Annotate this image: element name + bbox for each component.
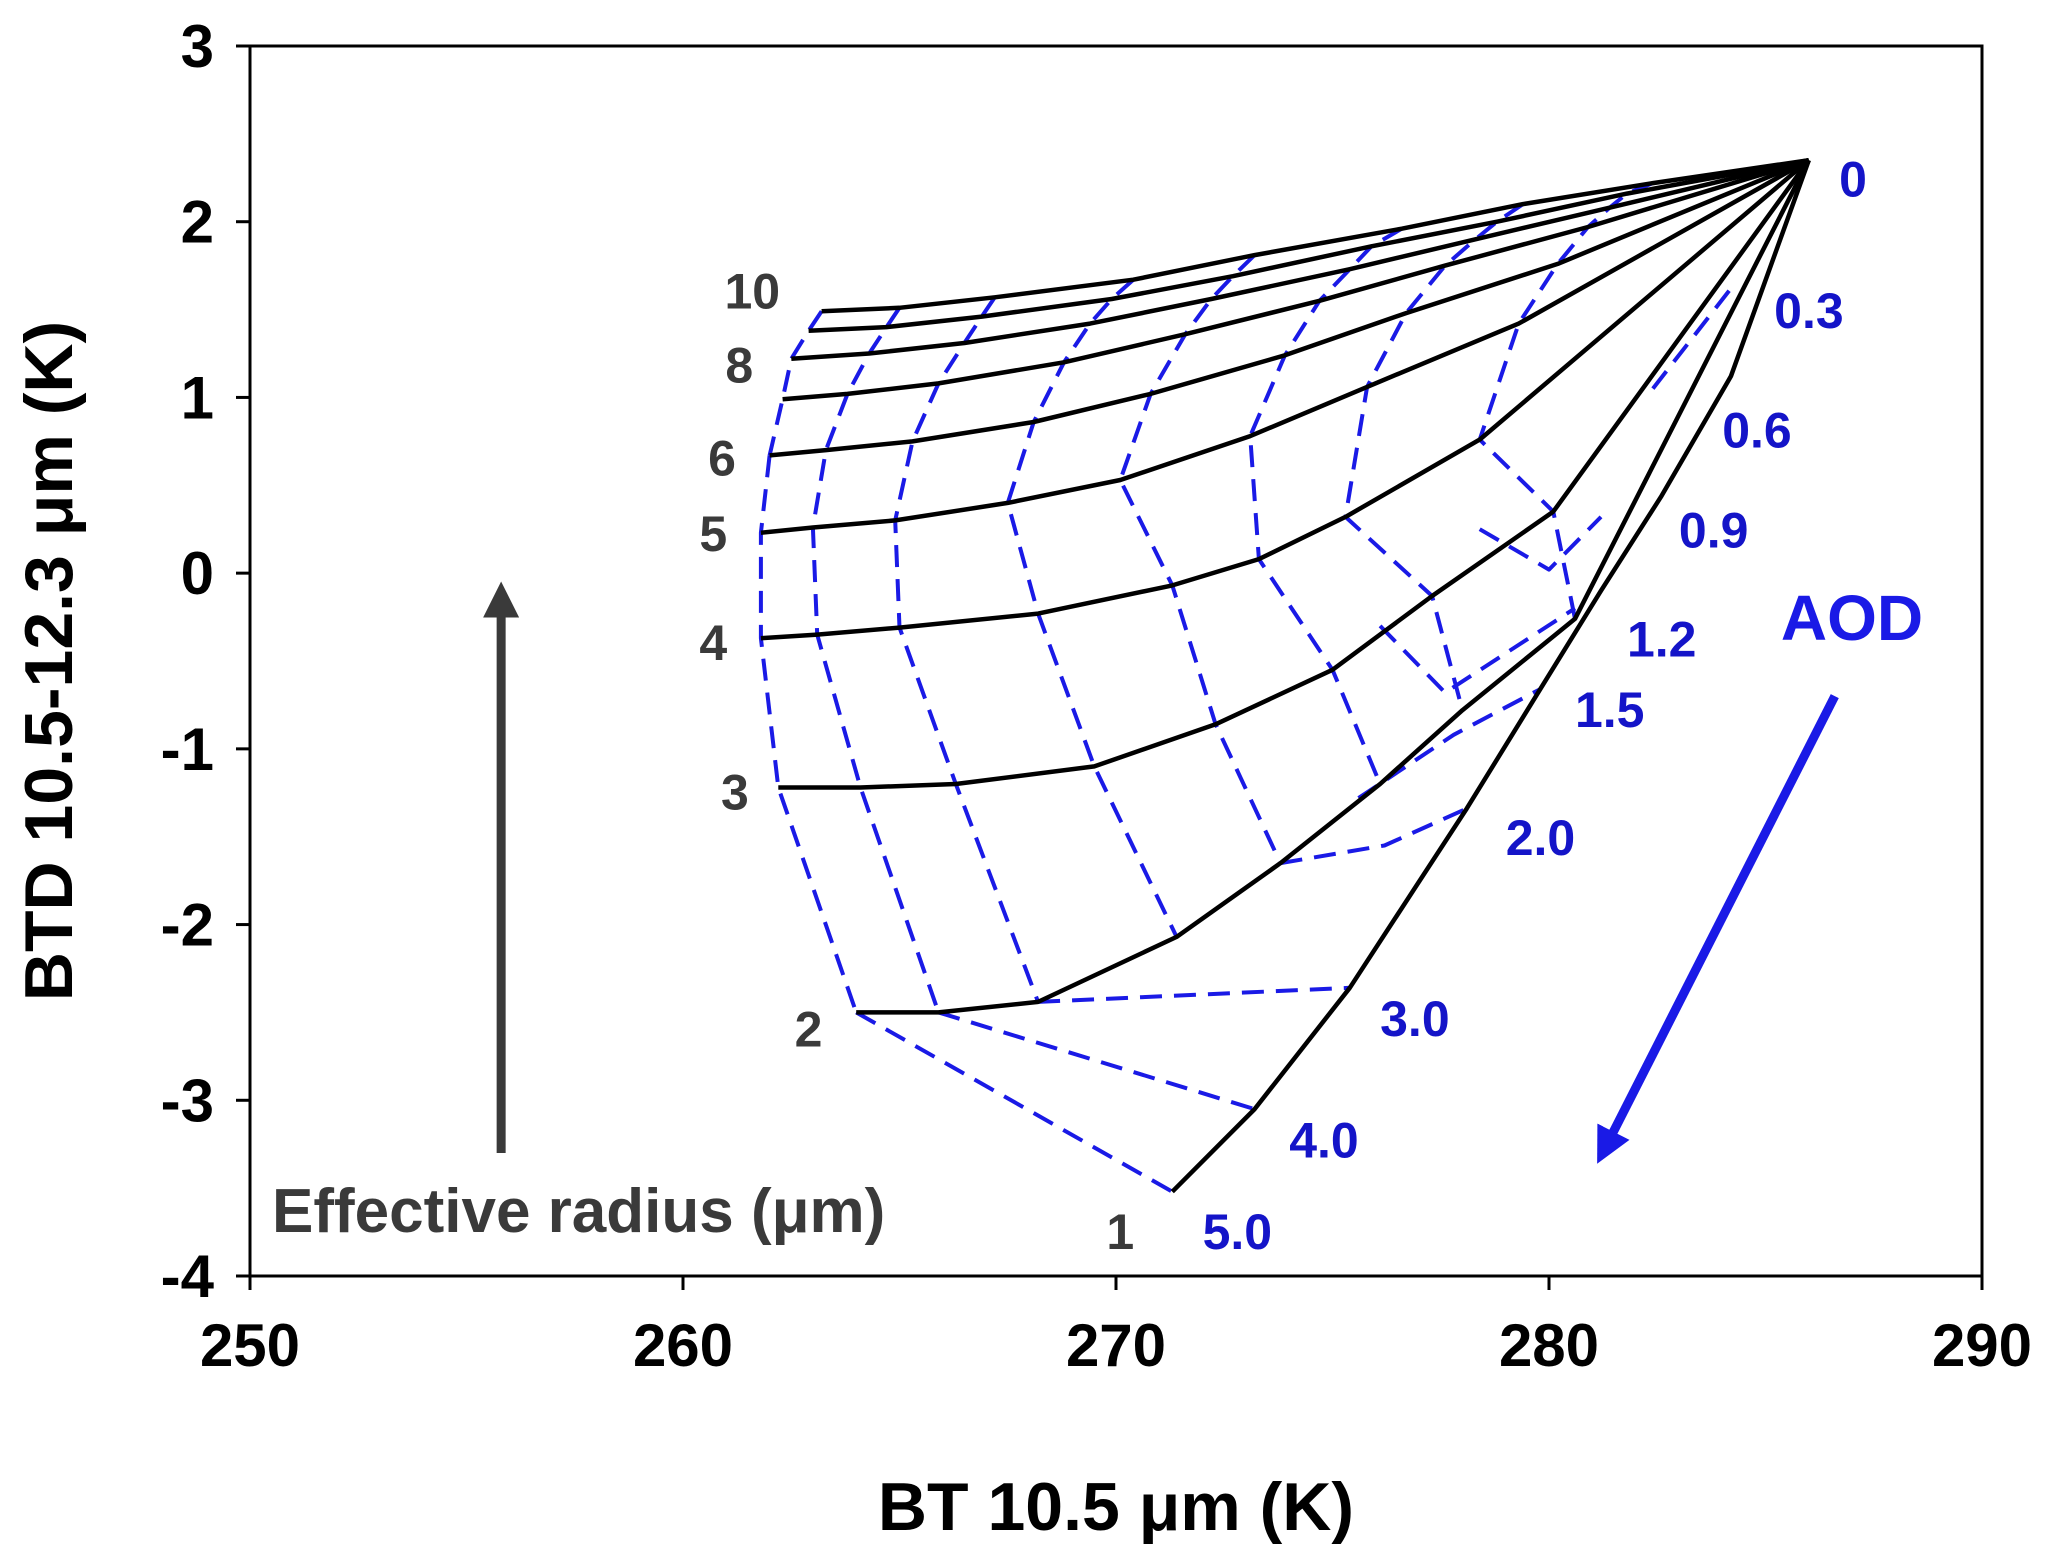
aod-line-0.6: [810, 306, 941, 1014]
aod-arrow: [1597, 694, 1839, 1164]
x-tick-label: 290: [1932, 1312, 2032, 1379]
y-tick-label: 1: [181, 364, 214, 431]
x-tick-label: 280: [1499, 1312, 1599, 1379]
radius-line-2: [856, 159, 1811, 1015]
aod-label: 4.0: [1289, 1112, 1359, 1168]
plot-frame: [248, 44, 1984, 1278]
radius-line-1: [1170, 159, 1811, 1194]
x-tick-label: 250: [200, 1312, 300, 1379]
y-tick-label: -4: [161, 1243, 215, 1310]
aod-label: 0.9: [1679, 503, 1749, 559]
aod-line-0.6-end: [1651, 287, 1733, 390]
x-tick-label: 270: [1066, 1312, 1166, 1379]
aod-line-0.3-edge: [758, 455, 859, 1014]
radius-line-8: [791, 158, 1810, 362]
radius-line-4: [760, 158, 1811, 641]
y-tick-label: -3: [161, 1067, 214, 1134]
radius-line-7: [782, 158, 1810, 402]
radius-label: 3: [721, 765, 749, 821]
aod-label: 1.5: [1575, 682, 1645, 738]
y-tick-label: -1: [161, 716, 214, 783]
y-tick-label: 2: [181, 189, 214, 256]
x-tick-label: 260: [633, 1312, 733, 1379]
aod-line-1.2: [1005, 278, 1179, 938]
aod-line-3.0-end: [1038, 985, 1350, 1004]
aod-line-5.0: [855, 1010, 1174, 1194]
aod-line-4.0-end: [937, 1010, 1256, 1112]
radius-line-3: [778, 158, 1811, 790]
aod-line-3.0: [1343, 202, 1525, 711]
y-axis-title: BTD 10.5-12.3 μm (K): [11, 321, 87, 1001]
radius-line-5: [760, 158, 1810, 535]
effective-radius-label: Effective radius (μm): [272, 1177, 885, 1246]
aod-label: 5.0: [1203, 1204, 1273, 1260]
radius-line-10: [821, 157, 1810, 314]
radius-lines: [760, 157, 1811, 1194]
aod-line-0.9-end: [1478, 515, 1603, 572]
x-axis-title: BT 10.5 μm (K): [878, 1469, 1354, 1545]
aod-line-4.0: [1477, 181, 1654, 620]
aod-label: 1.2: [1627, 612, 1697, 668]
radius-label: 6: [708, 431, 736, 487]
y-tick-label: 0: [181, 540, 214, 607]
y-tick-label: -2: [161, 892, 214, 959]
aod-line-2.0-end: [1280, 806, 1468, 866]
aod-line-0.9: [893, 296, 1040, 1003]
aod-annotation-label: AOD: [1781, 582, 1923, 654]
radius-label: 2: [795, 1002, 823, 1058]
radius-label: 8: [725, 338, 753, 394]
radius-label: 1: [1106, 1204, 1134, 1260]
y-tick-label: 3: [181, 13, 214, 80]
aod-label: 3.0: [1380, 991, 1450, 1047]
radius-line-6: [769, 158, 1810, 458]
radius-label: 5: [699, 506, 727, 562]
aod-label: 0.6: [1722, 403, 1792, 459]
aod-label: 0: [1839, 151, 1867, 207]
annotations: Effective radius (μm) AOD: [272, 581, 1923, 1246]
radius-label: 10: [724, 264, 780, 320]
radius-line-9: [808, 157, 1810, 333]
aod-label: 0.3: [1774, 283, 1844, 339]
aod-label: 2.0: [1506, 810, 1576, 866]
radius-label: 4: [699, 615, 727, 671]
aod-line-0.3: [767, 310, 824, 456]
